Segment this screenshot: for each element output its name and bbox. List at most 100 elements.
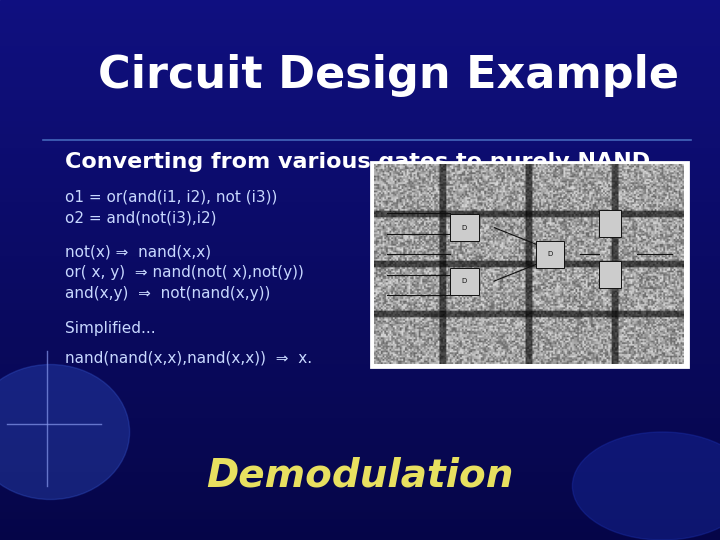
- Bar: [0, 156, 720, 162]
- Bar: [0, 384, 720, 391]
- Bar: [0, 480, 720, 486]
- Bar: [0, 54, 720, 60]
- Bar: [0, 40, 720, 47]
- Bar: [0, 519, 720, 526]
- Bar: [0, 507, 720, 513]
- Ellipse shape: [572, 432, 720, 540]
- Bar: [0, 291, 720, 297]
- Text: D: D: [462, 278, 467, 284]
- Bar: [0, 465, 720, 472]
- Bar: [0, 324, 720, 330]
- Bar: [0, 256, 720, 263]
- Bar: [0, 74, 720, 81]
- Bar: [0, 47, 720, 54]
- Bar: [0, 135, 720, 141]
- Bar: [0, 446, 720, 453]
- Bar: [0, 351, 720, 357]
- Text: Demodulation: Demodulation: [207, 456, 513, 494]
- Bar: [0, 284, 720, 291]
- Bar: [450, 214, 479, 241]
- Text: Converting from various gates to purely NAND: Converting from various gates to purely …: [65, 152, 650, 172]
- Bar: [0, 534, 720, 540]
- Bar: [0, 189, 720, 195]
- Bar: [0, 338, 720, 345]
- Bar: [0, 418, 720, 426]
- Bar: [599, 210, 621, 237]
- Bar: [0, 230, 720, 237]
- Bar: [0, 108, 720, 115]
- Text: Circuit Design Example: Circuit Design Example: [99, 54, 679, 97]
- Bar: [0, 513, 720, 519]
- Bar: [0, 358, 720, 365]
- Bar: [0, 243, 720, 249]
- Bar: [0, 392, 720, 399]
- Text: D: D: [462, 225, 467, 231]
- Bar: [0, 128, 720, 135]
- Bar: [0, 459, 720, 465]
- Bar: [0, 378, 720, 384]
- Bar: [0, 330, 720, 338]
- Bar: [0, 426, 720, 432]
- Bar: [0, 500, 720, 507]
- Bar: [0, 317, 720, 324]
- Bar: [0, 183, 720, 189]
- Bar: [0, 6, 720, 14]
- Bar: [0, 222, 720, 230]
- Bar: [0, 310, 720, 317]
- Bar: [0, 411, 720, 418]
- Text: not(x) ⇒  nand(x,x): not(x) ⇒ nand(x,x): [65, 245, 211, 260]
- Bar: [0, 237, 720, 243]
- Text: o2 = and(not(i3),i2): o2 = and(not(i3),i2): [65, 211, 216, 225]
- Bar: [0, 33, 720, 40]
- Bar: [0, 216, 720, 222]
- Bar: [0, 493, 720, 500]
- Bar: [0, 81, 720, 87]
- Bar: [0, 68, 720, 74]
- Bar: [0, 399, 720, 405]
- Bar: [0, 526, 720, 534]
- Text: and(x,y)  ⇒  not(nand(x,y)): and(x,y) ⇒ not(nand(x,y)): [65, 286, 270, 301]
- Bar: [0, 168, 720, 176]
- Text: Simplified...: Simplified...: [65, 321, 156, 335]
- Bar: [0, 432, 720, 438]
- Text: o1 = or(and(i1, i2), not (i3)): o1 = or(and(i1, i2), not (i3)): [65, 190, 277, 205]
- Bar: [0, 122, 720, 128]
- Bar: [0, 472, 720, 480]
- Text: or( x, y)  ⇒ nand(not( x),not(y)): or( x, y) ⇒ nand(not( x),not(y)): [65, 266, 304, 280]
- Bar: [0, 263, 720, 270]
- Bar: [371, 162, 688, 367]
- Bar: [0, 452, 720, 459]
- Bar: [0, 102, 720, 108]
- Bar: [0, 27, 720, 33]
- Bar: [0, 141, 720, 149]
- Bar: [0, 60, 720, 68]
- Bar: [0, 249, 720, 256]
- Ellipse shape: [0, 364, 130, 500]
- Bar: [0, 405, 720, 411]
- Bar: [0, 14, 720, 20]
- Bar: [0, 20, 720, 27]
- Bar: [0, 94, 720, 102]
- Bar: [0, 303, 720, 310]
- Bar: [0, 297, 720, 303]
- Bar: [0, 209, 720, 216]
- Bar: [450, 267, 479, 294]
- Bar: [536, 241, 564, 268]
- Text: nand(nand(x,x),nand(x,x))  ⇒  x.: nand(nand(x,x),nand(x,x)) ⇒ x.: [65, 350, 312, 365]
- Bar: [0, 486, 720, 492]
- Bar: [0, 438, 720, 445]
- Bar: [0, 202, 720, 209]
- Bar: [0, 270, 720, 276]
- Bar: [0, 115, 720, 122]
- Bar: [599, 261, 621, 288]
- Bar: [0, 176, 720, 183]
- Bar: [0, 195, 720, 202]
- Bar: [0, 148, 720, 156]
- Bar: [0, 372, 720, 378]
- Bar: [0, 162, 720, 168]
- Bar: [0, 345, 720, 351]
- Bar: [0, 364, 720, 372]
- Text: D: D: [547, 251, 552, 258]
- Bar: [0, 87, 720, 94]
- Bar: [0, 276, 720, 284]
